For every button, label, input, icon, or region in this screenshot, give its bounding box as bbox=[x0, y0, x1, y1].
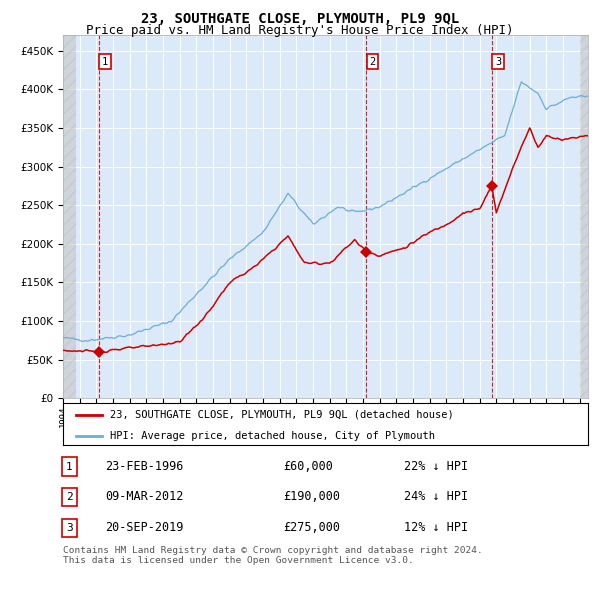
Text: HPI: Average price, detached house, City of Plymouth: HPI: Average price, detached house, City… bbox=[110, 431, 435, 441]
Text: Price paid vs. HM Land Registry's House Price Index (HPI): Price paid vs. HM Land Registry's House … bbox=[86, 24, 514, 37]
Text: 20-SEP-2019: 20-SEP-2019 bbox=[105, 522, 184, 535]
Text: 09-MAR-2012: 09-MAR-2012 bbox=[105, 490, 184, 503]
Text: 1: 1 bbox=[102, 57, 108, 67]
Bar bbox=[63, 35, 76, 398]
Bar bbox=[580, 35, 588, 398]
Text: 12% ↓ HPI: 12% ↓ HPI bbox=[404, 522, 469, 535]
Text: 22% ↓ HPI: 22% ↓ HPI bbox=[404, 460, 469, 473]
Text: £275,000: £275,000 bbox=[284, 522, 341, 535]
Text: 3: 3 bbox=[66, 523, 73, 533]
Text: 23, SOUTHGATE CLOSE, PLYMOUTH, PL9 9QL (detached house): 23, SOUTHGATE CLOSE, PLYMOUTH, PL9 9QL (… bbox=[110, 410, 454, 420]
Text: £60,000: £60,000 bbox=[284, 460, 334, 473]
Text: 1: 1 bbox=[66, 462, 73, 471]
Text: 3: 3 bbox=[495, 57, 501, 67]
Text: £190,000: £190,000 bbox=[284, 490, 341, 503]
Text: 24% ↓ HPI: 24% ↓ HPI bbox=[404, 490, 469, 503]
Text: 23, SOUTHGATE CLOSE, PLYMOUTH, PL9 9QL: 23, SOUTHGATE CLOSE, PLYMOUTH, PL9 9QL bbox=[141, 12, 459, 26]
Text: 2: 2 bbox=[370, 57, 376, 67]
Text: 23-FEB-1996: 23-FEB-1996 bbox=[105, 460, 184, 473]
Text: Contains HM Land Registry data © Crown copyright and database right 2024.
This d: Contains HM Land Registry data © Crown c… bbox=[63, 546, 483, 565]
Text: 2: 2 bbox=[66, 492, 73, 502]
